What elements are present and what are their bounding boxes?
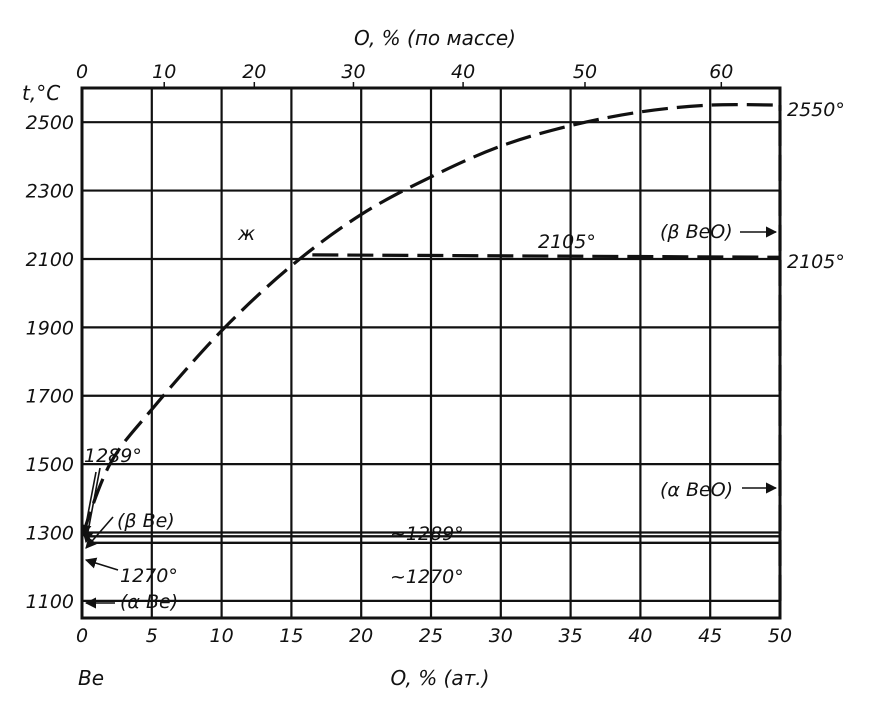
y-tick-2300: 2300 <box>26 181 74 203</box>
eutectic-2105-right-label: 2105° <box>787 251 845 273</box>
x-top-tick-60: 60 <box>709 61 733 83</box>
x-bottom-tick-10: 10 <box>210 625 234 647</box>
alpha-beo-label: (α BeO) <box>660 479 733 501</box>
max-2550-label: 2550° <box>787 99 845 121</box>
series-0-liquidus <box>80 102 781 537</box>
alpha-be-label: (α Be) <box>120 591 178 613</box>
y-tick-1900: 1900 <box>26 317 74 339</box>
curves <box>80 102 782 601</box>
y-tick-1100: 1100 <box>26 591 74 613</box>
x-bottom-tick-35: 35 <box>559 625 583 647</box>
x-top-tick-10: 10 <box>152 61 176 83</box>
arrows <box>80 226 778 609</box>
isotherm-1270-label: ~1270° <box>390 566 464 588</box>
arrow-1289-b <box>80 471 97 537</box>
y-tick-2100: 2100 <box>26 249 74 271</box>
y-axis-label: t,°C <box>22 81 60 105</box>
isotherm-1289-label: ~1289° <box>390 523 464 545</box>
x-bottom-tick-45: 45 <box>698 625 722 647</box>
x-bottom-axis-ticks: 0 5 10 15 20 25 30 35 40 45 50 <box>76 625 792 647</box>
x-start-label-be: Be <box>78 666 104 690</box>
y-tick-1700: 1700 <box>26 386 74 408</box>
melting-1289-label: 1289° <box>84 445 142 467</box>
x-bottom-tick-20: 20 <box>349 625 373 647</box>
x-bottom-tick-0: 0 <box>76 625 88 647</box>
x-top-tick-50: 50 <box>573 61 597 83</box>
x-bottom-tick-5: 5 <box>146 625 158 647</box>
liquid-region-label: ж <box>237 223 255 245</box>
x-bottom-tick-40: 40 <box>628 625 652 647</box>
x-bottom-axis-label: O, % (ат.) <box>391 666 490 690</box>
x-top-tick-20: 20 <box>242 61 266 83</box>
x-bottom-tick-15: 15 <box>279 625 303 647</box>
eutectic-2105-inside-label: 2105° <box>538 231 596 253</box>
beta-beo-label: (β BeO) <box>660 221 733 243</box>
arrow-1289-a <box>82 467 101 544</box>
y-axis-ticks: 1100 1300 1500 1700 1900 2100 2300 2500 <box>26 112 74 613</box>
grid <box>82 88 780 618</box>
arrow-1270 <box>84 557 119 571</box>
beta-be-label: (β Be) <box>117 510 175 532</box>
x-bottom-tick-25: 25 <box>419 625 443 647</box>
x-bottom-tick-30: 30 <box>489 625 513 647</box>
x-top-axis-ticks: 0 10 20 30 40 50 60 <box>76 61 733 88</box>
x-top-tick-30: 30 <box>341 61 365 83</box>
x-bottom-tick-50: 50 <box>768 625 792 647</box>
y-tick-1300: 1300 <box>26 523 74 545</box>
y-tick-1500: 1500 <box>26 454 74 476</box>
x-top-axis-label: O, % (по массе) <box>354 26 516 50</box>
x-top-tick-0: 0 <box>76 61 88 83</box>
y-tick-2500: 2500 <box>26 112 74 134</box>
arrow-beta-be <box>85 516 114 549</box>
x-top-tick-40: 40 <box>451 61 475 83</box>
transition-1270-label: 1270° <box>120 565 178 587</box>
series-1-2105-eutectic <box>312 253 781 259</box>
